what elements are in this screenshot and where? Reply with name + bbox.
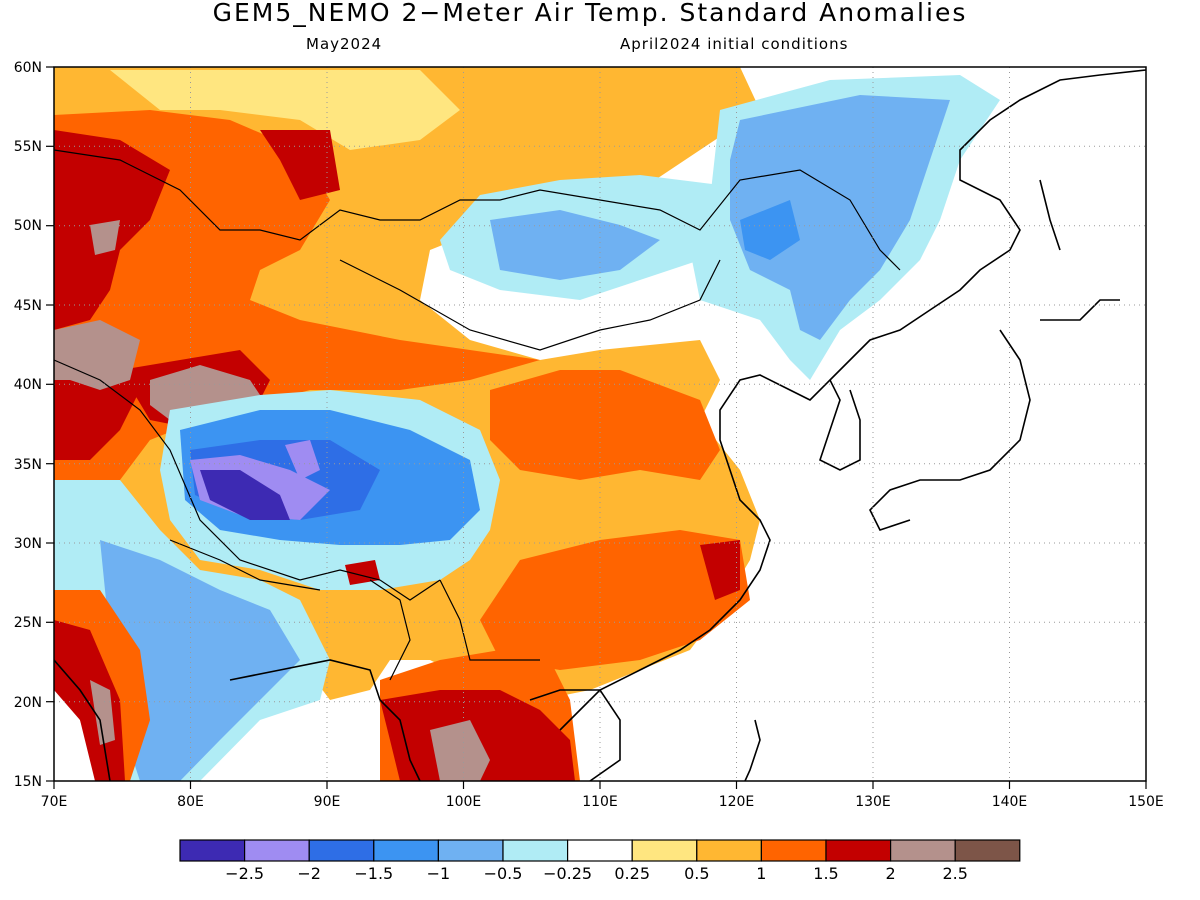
region-china-orange [490,370,720,480]
lon-label: 130E [855,794,891,810]
lat-label: 60N [14,60,42,76]
colorbar-swatch [373,839,439,862]
lon-label: 70E [41,794,68,810]
lon-label: 140E [992,794,1028,810]
colorbar-swatch [244,839,310,862]
lon-label: 150E [1128,794,1164,810]
lat-label: 55N [14,139,42,155]
region-ne-deepblue [740,200,800,260]
region-yellow-patches [110,70,460,150]
coast-korea [819,379,861,471]
colorbar-label: −1.5 [354,864,393,883]
colorbar-swatch [825,839,892,862]
region-brown-west [54,320,140,390]
map-title: GEM5_NEMO 2−Meter Air Temp. Standard Ano… [212,0,968,27]
region-south-china-orange [480,530,750,670]
region-himalaya-red [345,560,380,585]
border-russia-kazakh [54,149,901,271]
lat-label: 50N [14,218,42,234]
lat-label: 35N [14,457,42,473]
colorbar-swatch [179,839,246,862]
forecast-month: May2024 [306,35,383,53]
colorbar-swatch [502,839,569,862]
lon-label: 80E [177,794,204,810]
region-red-kazakh [54,360,140,460]
colorbar-label: −2 [297,864,321,883]
colorbar-label: 2.5 [942,864,967,883]
lat-label: 15N [14,774,42,790]
initial-conditions-label: April2024 initial conditions [620,35,849,53]
border-china-mongolia [339,259,721,351]
region-india-blue [100,540,300,781]
colorbar-label: −1 [427,864,451,883]
coast-taiwan [744,719,761,781]
latitude-labels: 60N 55N 50N 45N 40N 35N 30N 25N 20N 15N [14,60,42,790]
lon-label: 120E [719,794,755,810]
border-china-west [54,359,441,601]
region-india-brown [90,680,115,745]
coast-bay-bengal [229,659,421,781]
country-borders [54,149,901,681]
lat-label: 25N [14,615,42,631]
region-ne-blue [730,95,950,340]
graticule [54,67,1146,781]
colorbar-swatch [631,839,698,862]
colorbar: −2.5 −2 −1.5 −1 −0.5 −0.25 0.25 0.5 1 1.5 2 2.5 [179,839,1021,883]
colorbar-swatch [696,839,762,862]
anomaly-field [54,67,1146,781]
coast-indochina [529,689,621,781]
lon-label: 110E [582,794,618,810]
region-red-siberia-2 [260,130,340,200]
region-indochina-brown [430,720,490,781]
coastlines [54,69,1146,781]
longitude-labels: 70E 80E 90E 100E 110E 120E 130E 140E 150… [41,794,1164,810]
region-brown-north [90,220,120,255]
colorbar-label: 1 [756,864,766,883]
colorbar-label: 1.5 [813,864,838,883]
lat-label: 30N [14,536,42,552]
lon-label: 90E [314,794,341,810]
region-tibet-violet [200,470,290,520]
colorbar-label: −0.25 [543,864,592,883]
colorbar-label: 2 [886,864,896,883]
colorbar-swatch [308,839,375,862]
lat-label: 40N [14,377,42,393]
border-india-burma [369,579,411,681]
colorbar-label: 0.5 [684,864,709,883]
coast-india [54,659,111,781]
coast-hokkaido [1040,299,1120,321]
lat-label: 20N [14,695,42,711]
colorbar-label: 0.25 [614,864,650,883]
colorbar-swatch [954,839,1021,862]
region-tibet-lavender-2 [285,440,320,480]
border-china-south [439,579,540,661]
colorbar-swatch [889,839,956,862]
border-himalaya [169,539,321,591]
region-south-china-red [700,540,740,600]
coast-east-asia [559,69,1146,731]
colorbar-swatch [566,839,633,862]
colorbar-swatch [760,839,827,862]
coast-japan [869,329,1031,531]
colorbar-swatch [437,839,504,862]
lon-label: 100E [446,794,482,810]
colorbar-label: −0.5 [484,864,523,883]
region-mongolia-blue [490,210,660,280]
colorbar-label: −2.5 [225,864,264,883]
coast-sakhalin [1039,179,1061,251]
lat-label: 45N [14,298,42,314]
axis-ticks [46,66,1147,789]
